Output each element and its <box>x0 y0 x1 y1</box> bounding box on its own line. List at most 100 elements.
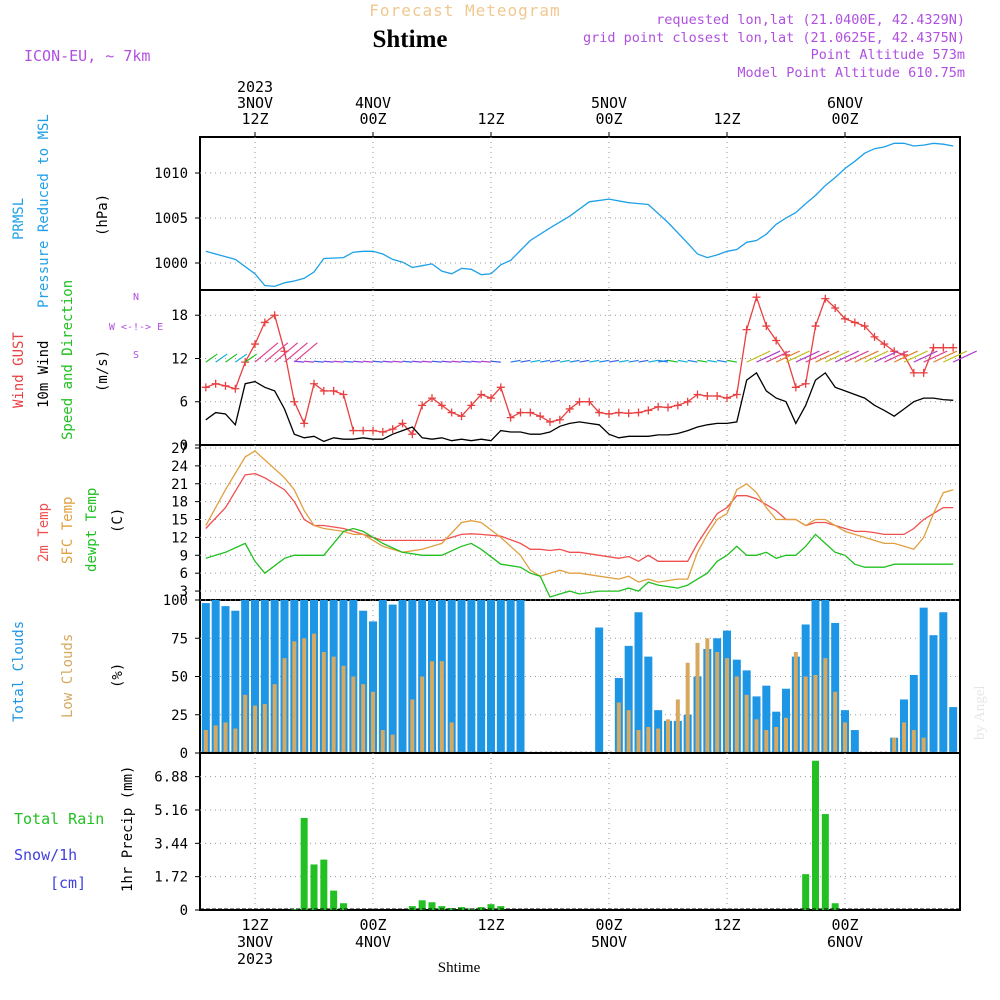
wind-arrow <box>815 350 840 363</box>
rain-bar <box>418 900 426 910</box>
wind-arrow <box>893 350 918 363</box>
total-cloud-bar <box>634 612 643 753</box>
panels: 1000100510100612183691215182124270255075… <box>154 136 977 919</box>
pressure-label-1: PRMSL <box>11 198 27 240</box>
cloud-ylabel: (%) <box>110 663 126 688</box>
wind-arrow <box>471 360 482 363</box>
model-altitude: Model Point Altitude 610.75m <box>737 65 965 81</box>
gust-marker <box>831 304 840 313</box>
total-cloud-bar <box>388 604 397 753</box>
low-cloud-bar <box>262 704 267 753</box>
y-tick-label: 0 <box>180 746 188 762</box>
bottom-axis-label: 5NOV <box>591 933 627 951</box>
gust-marker <box>644 406 653 415</box>
gust-marker <box>319 386 328 395</box>
low-cloud-bar <box>646 726 651 753</box>
wind-arrow <box>490 360 501 363</box>
wind-arrow <box>293 342 318 363</box>
rain-bar <box>477 907 485 910</box>
low-cloud-bar <box>715 652 720 753</box>
precip-label-snow: Snow/1h <box>14 846 77 864</box>
y-tick-label: 18 <box>171 495 188 511</box>
y-tick-label: 6 <box>180 566 188 582</box>
wind-arrow <box>225 353 238 363</box>
gust-marker <box>713 391 722 400</box>
gust-marker <box>811 322 820 331</box>
rain-bar <box>290 909 298 910</box>
total-cloud-bar <box>850 730 859 753</box>
wind-arrow <box>717 359 728 363</box>
rain-bar <box>339 903 347 910</box>
wind-arrow <box>658 359 669 363</box>
total-cloud-bar <box>929 635 938 753</box>
rain-bar <box>408 906 416 910</box>
wind-arrow <box>952 350 977 363</box>
y-tick-label: 6 <box>180 395 188 411</box>
low-cloud-bar <box>341 665 346 753</box>
gust-marker <box>339 390 348 399</box>
low-cloud-bar <box>390 734 395 753</box>
total-cloud-bar <box>241 600 250 753</box>
temp-side-labels: 2m Temp SFC Temp dewpt Temp (C) <box>36 488 126 572</box>
y-tick-label: 15 <box>171 513 188 529</box>
gust-marker <box>516 408 525 417</box>
top-axis-label: 12Z <box>713 110 740 128</box>
wind-arrow <box>599 359 610 363</box>
gust-marker <box>467 401 476 410</box>
low-cloud-bar <box>892 737 897 753</box>
gust-marker <box>437 401 446 410</box>
wind-arrow <box>687 359 698 363</box>
y-tick-label: 25 <box>171 708 188 724</box>
wind-arrow <box>618 359 629 363</box>
low-cloud-bar <box>793 652 798 753</box>
wind-arrow <box>795 350 820 363</box>
low-cloud-bar <box>272 684 277 753</box>
wind-arrow <box>756 350 781 363</box>
gust-marker <box>418 401 427 410</box>
gust-marker <box>310 379 318 388</box>
gust-marker <box>378 428 387 437</box>
wind-arrow <box>805 350 830 363</box>
gust-marker <box>722 394 731 403</box>
low-cloud-bar <box>420 676 425 753</box>
wind-arrow <box>353 360 364 363</box>
low-cloud-bar <box>243 694 248 753</box>
total-cloud-bar <box>939 612 948 753</box>
rain-bar <box>497 906 505 910</box>
gust-marker <box>801 379 810 388</box>
wind-label-1: Wind GUST <box>11 332 27 408</box>
low-cloud-bar <box>705 638 710 753</box>
pressure-side-labels: PRMSL Pressure Reduced to MSL (hPa) <box>11 114 111 308</box>
gust-marker <box>585 397 594 406</box>
panel-frame <box>199 444 961 601</box>
y-tick-label: 1.72 <box>154 870 188 886</box>
low-cloud-bar <box>321 652 326 753</box>
wind-side-labels: Wind GUST 10m Wind Speed and Direction (… <box>11 280 163 440</box>
low-cloud-bar <box>911 730 916 753</box>
wind-arrow <box>923 350 948 363</box>
point-altitude: Point Altitude 573m <box>811 47 965 63</box>
total-cloud-bar <box>477 600 486 753</box>
y-tick-label: 75 <box>171 631 188 647</box>
model-label: ICON-EU, ~ 7km <box>24 47 150 65</box>
total-cloud-bar <box>909 674 918 753</box>
rain-bar <box>821 814 829 910</box>
low-cloud-bar <box>754 719 759 753</box>
gust-marker <box>752 293 761 302</box>
temp2m-line <box>205 472 954 563</box>
total-cloud-bar <box>919 607 928 753</box>
y-tick-label: 50 <box>171 670 188 686</box>
wind-arrow <box>913 350 938 363</box>
gust-marker <box>260 318 269 327</box>
wind-arrow <box>451 360 462 363</box>
cloud-label-2: Low Clouds <box>60 634 76 718</box>
gust-marker <box>614 408 623 417</box>
wind-arrow <box>933 350 958 363</box>
low-cloud-bar <box>449 722 454 753</box>
top-axis-label: 3NOV <box>237 94 273 112</box>
rain-bar <box>438 906 446 910</box>
rain-bar <box>831 903 839 910</box>
gust-marker <box>821 294 830 303</box>
total-cloud-bar <box>467 600 476 753</box>
